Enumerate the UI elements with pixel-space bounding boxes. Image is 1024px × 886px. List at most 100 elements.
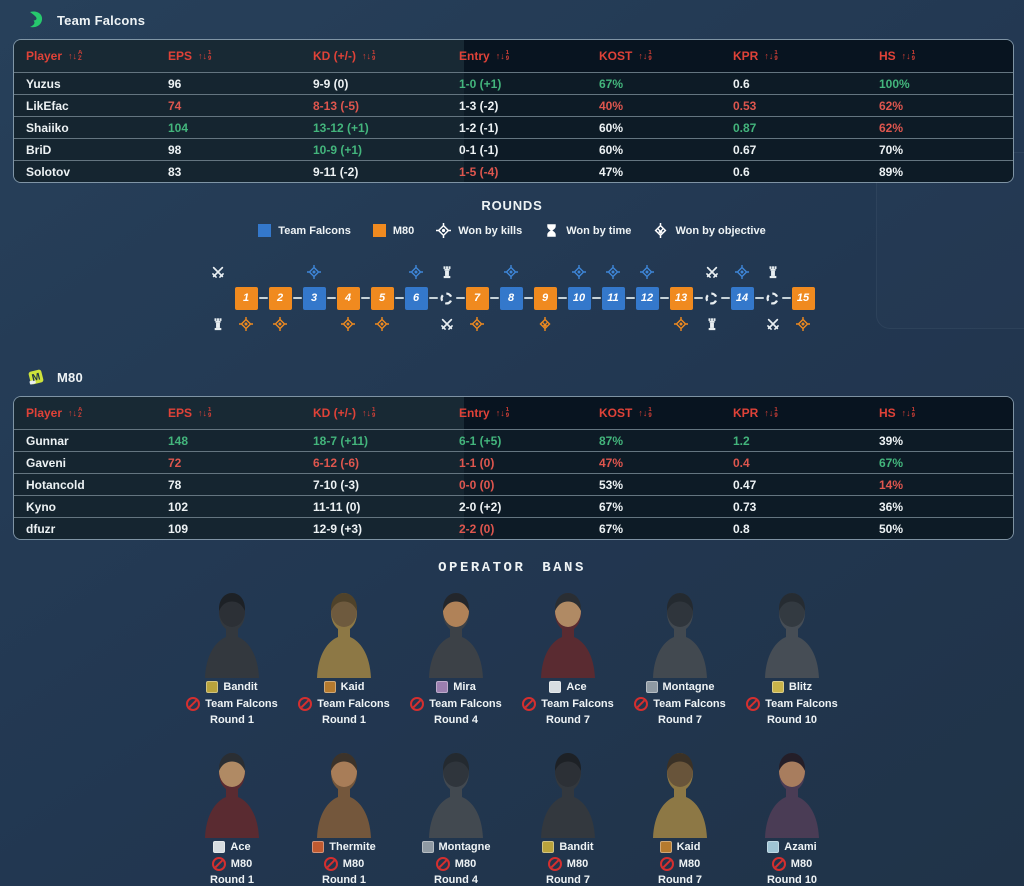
team-falcons-logo-icon: [26, 10, 46, 30]
round-item: 13: [669, 263, 693, 334]
column-header-entry[interactable]: Entry ↑↓ 1 9: [447, 397, 587, 429]
column-header-kpr[interactable]: KPR ↑↓ 1 9: [721, 397, 867, 429]
stat-value: 2-0 (+2): [459, 499, 502, 514]
banning-team-row: Team Falcons: [410, 695, 502, 712]
team-falcons-header[interactable]: Team Falcons: [0, 0, 1024, 39]
round-win-slot-top: [307, 263, 321, 282]
round-mid: 7: [465, 286, 489, 310]
round-win-slot-bottom: [674, 315, 688, 334]
round-win-slot-bottom: [796, 315, 810, 334]
table-row: Gunnar 148 18-7 (+11) 6-1 (+5) 87% 1.2 39%: [14, 429, 1013, 451]
player-name[interactable]: dfuzr: [26, 521, 56, 536]
ban-prohibited-icon: [522, 696, 537, 711]
side-swap-marker: [704, 263, 720, 334]
banning-team-name: M80: [342, 857, 365, 870]
ban-round-label: Round 7: [658, 874, 702, 886]
banning-team-row: Team Falcons: [186, 695, 278, 712]
operator-name-row: Blitz: [771, 678, 812, 695]
operator-bans-row-falcons: Bandit Team Falcons Round 1 Kaid Team Falcon…: [0, 586, 1024, 728]
marker-mid: [704, 287, 720, 310]
player-name[interactable]: Kyno: [26, 499, 56, 514]
player-name[interactable]: Gaveni: [26, 455, 67, 470]
round-square: 8: [499, 286, 523, 310]
stat-value: 47%: [599, 455, 624, 470]
side-start-marker: [210, 263, 226, 334]
round-item: 14: [730, 263, 754, 334]
column-header-kpr[interactable]: KPR ↑↓ 1 9: [721, 40, 867, 72]
column-header-player[interactable]: Player ↑↓ A Z: [14, 40, 156, 72]
banning-team-name: Team Falcons: [429, 697, 502, 710]
banning-team-name: Team Falcons: [205, 697, 278, 710]
round-square: 10: [567, 286, 591, 310]
stat-value: 62%: [879, 98, 904, 113]
player-name[interactable]: Hotancold: [26, 477, 85, 492]
operator-name: Bandit: [559, 840, 594, 853]
ban-round-label: Round 1: [322, 714, 366, 726]
player-name[interactable]: LikEfac: [26, 98, 69, 113]
column-header-label: HS: [879, 406, 896, 420]
stat-value: 1.2: [733, 433, 750, 448]
ban-round-label: Round 10: [766, 874, 818, 886]
swap-icon: [439, 291, 454, 306]
player-name[interactable]: Yuzus: [26, 76, 61, 91]
player-name[interactable]: Gunnar: [26, 433, 69, 448]
table-row: BriD 98 10-9 (+1) 0-1 (-1) 60% 0.67 70%: [14, 138, 1013, 160]
operator-badge-icon: [542, 840, 555, 853]
operator-name-row: Bandit: [206, 678, 258, 695]
ban-prohibited-icon: [298, 696, 313, 711]
banning-team-row: Team Falcons: [634, 695, 726, 712]
round-item: 15: [791, 263, 815, 334]
operator-badge-icon: [312, 840, 325, 853]
ban-round-label: Round 4: [434, 874, 478, 886]
round-mid: 12: [635, 286, 659, 310]
stat-value: 100%: [879, 76, 910, 91]
stat-value: 8-13 (-5): [313, 98, 360, 113]
team-falcons-name: Team Falcons: [57, 12, 146, 28]
timeline-connector: [455, 297, 465, 299]
column-header-eps[interactable]: EPS ↑↓ 1 9: [156, 397, 301, 429]
rook-icon: [440, 265, 454, 279]
round-item: 11: [601, 263, 625, 334]
ban-prohibited-icon: [211, 856, 226, 871]
column-header-entry[interactable]: Entry ↑↓ 1 9: [447, 40, 587, 72]
ban-prohibited-icon: [547, 856, 562, 871]
legend-label: Won by time: [566, 224, 632, 237]
kills-icon: [735, 265, 749, 279]
operator-name-row: Ace: [549, 678, 587, 695]
column-header-kost[interactable]: KOST ↑↓ 1 9: [587, 40, 721, 72]
column-header-eps[interactable]: EPS ↑↓ 1 9: [156, 40, 301, 72]
timeline-connector: [394, 297, 404, 299]
team-m80-header[interactable]: M M80: [0, 357, 1024, 396]
player-name[interactable]: Shaiiko: [26, 120, 69, 135]
operator-portrait: [302, 586, 386, 678]
player-name[interactable]: Solotov: [26, 164, 70, 179]
player-name[interactable]: BriD: [26, 142, 52, 157]
round-win-slot-top: [735, 263, 749, 282]
timeline-connector: [754, 297, 764, 299]
column-header-kd[interactable]: KD (+/-) ↑↓ 1 9: [301, 40, 447, 72]
swords-icon: [705, 265, 719, 279]
sort-numeric-icon: ↑↓ 1 9: [638, 50, 652, 62]
operator-ban-card: Montagne Team Falcons Round 7: [624, 586, 736, 728]
operator-portrait: [526, 746, 610, 838]
column-header-hs[interactable]: HS ↑↓ 1 9: [867, 397, 1013, 429]
kills-icon: [375, 317, 389, 331]
time-icon: [544, 223, 559, 238]
column-header-hs[interactable]: HS ↑↓ 1 9: [867, 40, 1013, 72]
column-header-kost[interactable]: KOST ↑↓ 1 9: [587, 397, 721, 429]
stat-value: 98: [168, 142, 182, 157]
column-header-player[interactable]: Player ↑↓ A Z: [14, 397, 156, 429]
team-m80-stats-table: Player ↑↓ A Z EPS ↑↓ 1 9 KD (+/-) ↑↓ 1 9 Entry ↑↓ 1 9 KO…: [13, 396, 1014, 540]
ban-round-label: Round 1: [210, 874, 254, 886]
round-square: 14: [730, 286, 754, 310]
banning-team-name: Team Falcons: [317, 697, 390, 710]
round-square: 7: [465, 286, 489, 310]
stat-value: 67%: [599, 76, 624, 91]
rounds-title: ROUNDS: [481, 198, 543, 213]
operator-bans-row-m80: Ace M80 Round 1 Thermite M80 Round 1 Montagne M…: [0, 746, 1024, 886]
operator-badge-icon: [659, 840, 672, 853]
stat-value: 148: [168, 433, 189, 448]
column-header-kd[interactable]: KD (+/-) ↑↓ 1 9: [301, 397, 447, 429]
rook-icon: [766, 265, 780, 279]
round-mid: 9: [533, 286, 557, 310]
